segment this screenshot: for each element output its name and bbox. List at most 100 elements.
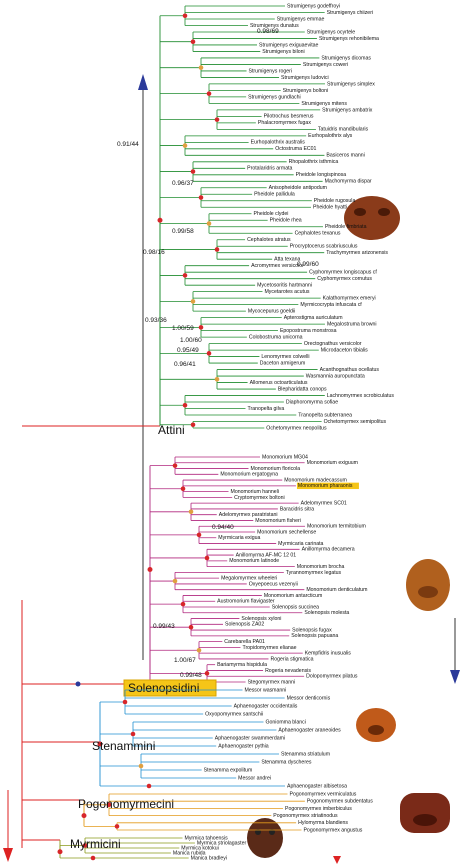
node: [182, 402, 188, 408]
taxon-label: Adelomyrmex paratristani: [219, 512, 278, 518]
taxon-label: Epopostruma monstrosa: [280, 328, 337, 334]
taxon-label: Solenopsis ZA02: [225, 622, 264, 628]
taxon-label: Rhopalothrix isthmica: [289, 159, 339, 165]
node: [190, 299, 196, 304]
support-value: 0.99/58: [172, 228, 194, 235]
taxon-label: Messor denticornis: [287, 695, 331, 701]
node: [204, 671, 210, 676]
node: [172, 578, 178, 584]
node: [122, 699, 128, 705]
taxon-label: Strumigenys dicomas: [321, 55, 371, 61]
taxon-label: Pogonomyrmex striatinodus: [273, 813, 338, 819]
node: [114, 824, 120, 829]
node: [138, 763, 144, 769]
node: [90, 855, 96, 861]
taxon-label: Trachymyrmex arizonensis: [326, 250, 388, 256]
node: [196, 532, 202, 538]
taxon-label: Orectognathus versicolor: [304, 341, 362, 347]
taxon-label: Kalathomyrmex emeryi: [323, 296, 376, 302]
taxon-label: Lachnomyrmex scrobiculatus: [327, 393, 395, 399]
taxon-label: Monomorium brocha: [297, 564, 345, 570]
taxon-label: Anisopheidole antipodum: [269, 185, 327, 191]
taxon-label: Monomorium antarcticum: [264, 593, 323, 599]
taxon-label: Pheidole hyatti: [313, 205, 347, 211]
node: [188, 509, 194, 515]
support-value: 0.94/40: [212, 524, 234, 531]
ant-head-myrmicini: [247, 818, 283, 858]
taxon-label: Ochetomyrmex neopolitus: [266, 425, 327, 431]
node: [146, 783, 152, 789]
node: [180, 486, 186, 492]
taxon-label: Strumigenys rogeri: [249, 68, 293, 74]
taxon-label: Stenamma dyscheres: [261, 759, 312, 765]
taxon-label: Eurhopalothrix alys: [308, 133, 353, 139]
node: [157, 217, 163, 223]
taxon-label: Oxyopomyrmex santschii: [205, 711, 263, 717]
node: [214, 117, 220, 122]
node: [82, 843, 88, 848]
taxon-label: Megalostruma browni: [327, 321, 377, 327]
node: [214, 247, 220, 252]
taxon-label: Monomorium latinode: [229, 558, 279, 564]
highlight: [296, 482, 359, 490]
taxon-label: Myrmica tahoensis: [185, 835, 229, 841]
taxon-label: Strumigenys boltoni: [283, 88, 329, 94]
clade-group: Pogonomyrmex vermiculatus Pogonomyrmex su…: [22, 791, 373, 833]
support-value: 0.91/44: [117, 141, 139, 148]
taxon-label: Microdaceton tibialis: [321, 347, 368, 353]
taxon-label: Wasmannia auropunctata: [306, 373, 365, 379]
support-value: 0.98/16: [143, 249, 165, 256]
taxon-label: Tranopelta gilva: [247, 406, 284, 412]
taxon-label: Monomorium fisheri: [255, 518, 301, 524]
taxon-label: Strumigenys rehonibilema: [319, 36, 379, 42]
taxon-label: Aphaenogaster albisetosa: [287, 783, 347, 789]
taxon-label: Atta texana: [274, 257, 300, 263]
taxon-label: Pheidole longispinosa: [296, 172, 347, 178]
taxon-label: Dolopomyrmex pilatus: [306, 674, 358, 680]
taxon-label: Myrmica striolagaster: [197, 840, 247, 846]
taxon-label: Monomorium termitobium: [307, 524, 366, 530]
taxon-label: Tatuidris mandibularis: [318, 127, 369, 133]
taxon-label: Myrmicaria exigua: [218, 535, 260, 541]
taxon-label: Cephalotes atratus: [247, 237, 291, 243]
taxon-label: Acanthognathus ocellatus: [320, 367, 380, 373]
taxon-label: Monomorium exiguum: [307, 460, 358, 466]
taxon-label: Strumigenys godeffroyi: [287, 3, 340, 9]
node: [206, 91, 212, 96]
taxon-label: Tranopelta subterranea: [298, 412, 352, 418]
support-value: 0.96/37: [172, 180, 194, 187]
taxon-label: Baracidris sitra: [280, 506, 314, 512]
taxon-label: Pheidole pallidula: [254, 192, 295, 198]
taxon-label: Mycocepurus goeldii: [248, 309, 295, 315]
taxon-label: Eurhopalothrix australis: [251, 140, 306, 146]
taxon-label: Allomerus octoarticulatus: [250, 380, 308, 386]
taxon-label: Ochetomyrmex semipolitus: [324, 419, 387, 425]
taxon-label: Kempfidris inusualis: [305, 651, 352, 657]
node: [206, 351, 212, 356]
node: [188, 624, 194, 630]
taxon-label: Monomorium sechellense: [257, 529, 316, 535]
taxon-label: Strumigenys ocyrtele: [307, 29, 356, 35]
clade-highlight: [123, 679, 217, 697]
taxon-label: Mycetosoritis hartmanni: [257, 283, 312, 289]
node: [182, 273, 188, 278]
node: [196, 647, 202, 653]
taxon-label: Strumigenys emmae: [277, 16, 325, 22]
taxon-label: Lenomyrmex colwelli: [261, 354, 309, 360]
root-node: [75, 681, 81, 687]
taxon-label: Blepharidatta conops: [278, 386, 327, 392]
taxon-label: Apterostigma auriculatum: [284, 315, 343, 321]
taxon-label: Monomorium floricola: [251, 466, 301, 472]
taxon-label: Rogeria nevadensis: [265, 668, 311, 674]
clade-label: Solenopsidini: [128, 681, 199, 695]
taxon-label: Adelomyrmex SC01: [301, 501, 347, 507]
node: [190, 169, 196, 174]
node: [172, 463, 178, 468]
clade-label: Pogonomyrmecini: [78, 797, 174, 811]
node: [204, 555, 210, 561]
node: [97, 741, 103, 747]
taxon-label: Daceton armigerum: [260, 360, 306, 366]
taxon-label: Procryptocerus scabriusculus: [290, 244, 358, 250]
